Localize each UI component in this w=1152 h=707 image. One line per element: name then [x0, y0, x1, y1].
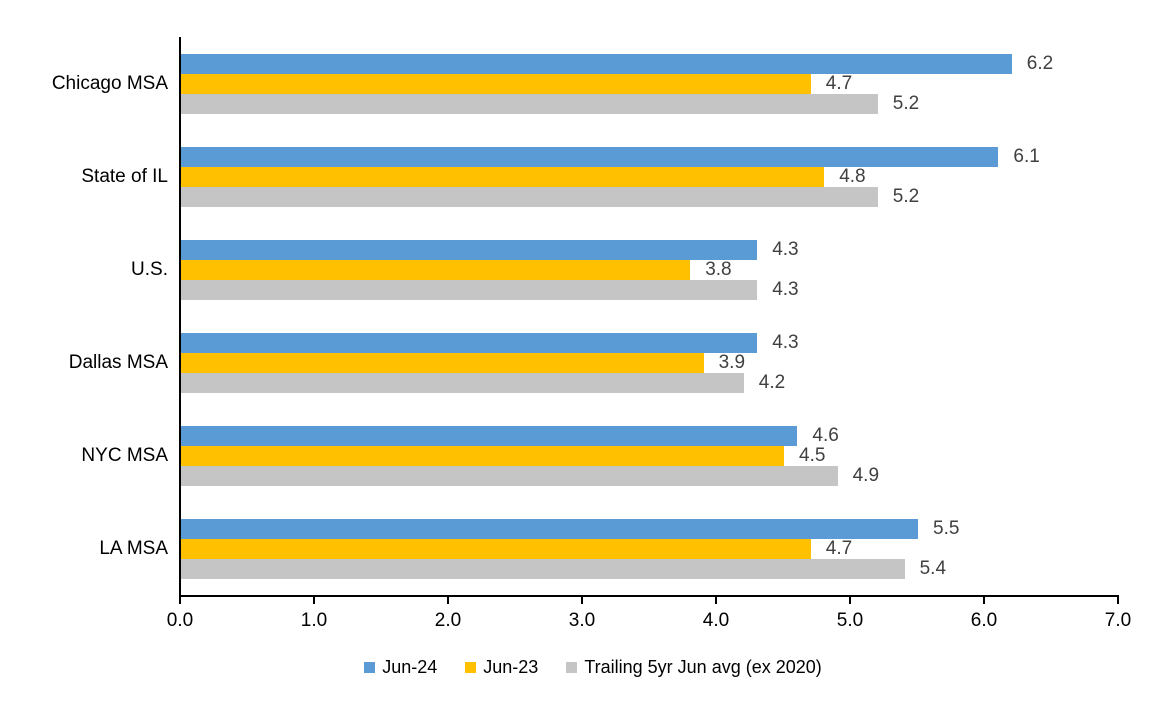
legend-swatch-jun-23 [465, 661, 477, 673]
x-axis-tick-label: 6.0 [970, 610, 998, 631]
bar-jun-24 [181, 53, 1012, 74]
bar-value-label: 4.3 [772, 331, 799, 353]
bar-value-label: 4.5 [799, 444, 826, 466]
bar-value-label: 6.1 [1013, 145, 1040, 167]
bar-jun-24 [181, 146, 999, 167]
legend-swatch-jun-24 [364, 661, 376, 673]
bar-value-label: 4.2 [758, 371, 786, 393]
bar-value-label: 5.2 [892, 92, 920, 114]
bar-value-label: 4.3 [772, 238, 799, 260]
category-label-la-msa: LA MSA [99, 537, 168, 559]
bar-trailing-5yr-jun-avg-ex-2020 [181, 279, 758, 300]
x-axis-tick [447, 597, 449, 604]
bar-jun-23 [181, 166, 825, 187]
bar-jun-24 [181, 332, 758, 353]
x-axis-tick-label: 7.0 [1104, 610, 1132, 631]
x-axis-tick [179, 597, 181, 604]
y-axis-line [179, 37, 181, 595]
category-label-chicago-msa: Chicago MSA [51, 72, 168, 94]
bar-trailing-5yr-jun-avg-ex-2020 [181, 558, 905, 579]
category-label-state-of-il: State of IL [81, 165, 168, 187]
x-axis-tick [715, 597, 717, 604]
bar-value-label: 4.9 [852, 464, 880, 486]
bar-value-label: 4.8 [839, 165, 866, 187]
bar-trailing-5yr-jun-avg-ex-2020 [181, 372, 744, 393]
x-axis-tick-label: 2.0 [434, 610, 462, 631]
bar-value-label: 6.2 [1026, 52, 1054, 74]
legend: Jun-24 Jun-23 Trailing 5yr Jun avg (ex 202… [17, 653, 1152, 681]
x-axis-tick [849, 597, 851, 604]
bar-value-label: 3.8 [705, 258, 732, 280]
bar-jun-23 [181, 259, 691, 280]
x-axis-line [179, 595, 1119, 597]
bar-jun-24 [181, 425, 798, 446]
legend-label: Trailing 5yr Jun avg (ex 2020) [584, 656, 822, 677]
category-label-nyc-msa: NYC MSA [81, 444, 168, 466]
x-axis-tick-label: 5.0 [836, 610, 864, 631]
category-label-u-s: U.S. [131, 258, 168, 280]
bar-jun-23 [181, 352, 704, 373]
bar-value-label: 4.6 [812, 424, 839, 446]
legend-item-jun-23: Jun-23 [465, 657, 538, 678]
bar-trailing-5yr-jun-avg-ex-2020 [181, 186, 878, 207]
legend-label: Jun-24 [382, 656, 438, 677]
bar-value-label: 5.5 [933, 517, 960, 539]
bar-jun-23 [181, 73, 811, 94]
bar-value-label: 4.7 [825, 537, 853, 559]
bar-value-label: 5.4 [919, 557, 947, 579]
bar-jun-23 [181, 445, 784, 466]
bar-value-label: 3.9 [718, 351, 746, 373]
x-axis-tick [313, 597, 315, 604]
x-axis-tick [581, 597, 583, 604]
bar-jun-23 [181, 538, 811, 559]
category-label-dallas-msa: Dallas MSA [68, 351, 168, 373]
x-axis-tick [1117, 597, 1119, 604]
x-axis-tick-label: 3.0 [568, 610, 596, 631]
bar-trailing-5yr-jun-avg-ex-2020 [181, 93, 878, 114]
x-axis-tick-label: 4.0 [702, 610, 730, 631]
bar-value-label: 4.7 [825, 72, 853, 94]
legend-swatch-trailing-5yr-jun-avg-ex-2020 [566, 661, 578, 673]
bar-value-label: 5.2 [892, 185, 920, 207]
bar-jun-24 [181, 239, 758, 260]
x-axis-tick [983, 597, 985, 604]
bar-jun-24 [181, 518, 918, 539]
legend-item-jun-24: Jun-24 [364, 657, 437, 678]
bar-trailing-5yr-jun-avg-ex-2020 [181, 465, 838, 486]
legend-label: Jun-23 [483, 656, 539, 677]
bar-value-label: 4.3 [772, 278, 799, 300]
x-axis-tick-label: 1.0 [300, 610, 328, 631]
legend-item-trailing-5yr-jun-avg-ex-2020: Trailing 5yr Jun avg (ex 2020) [566, 656, 822, 678]
x-axis-tick-label: 0.0 [166, 610, 194, 631]
